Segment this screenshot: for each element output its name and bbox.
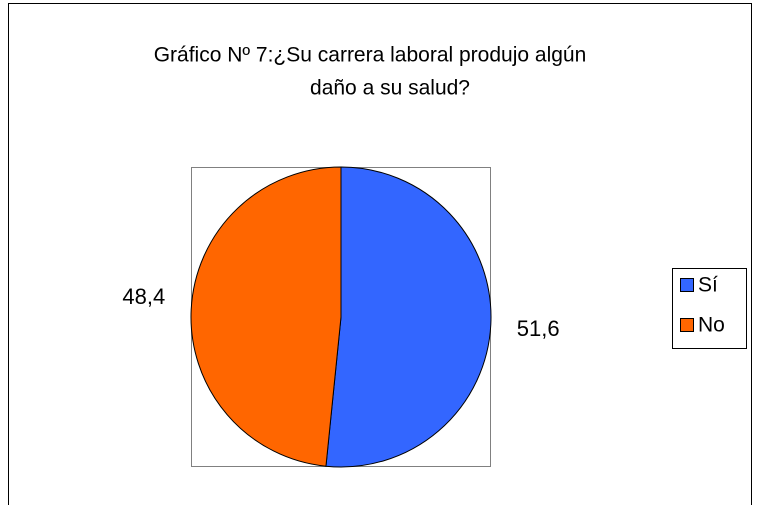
legend-swatch — [680, 278, 694, 292]
chart-title: daño a su salud? — [310, 77, 470, 100]
legend-label: No — [698, 314, 725, 337]
data-label: 48,4 — [122, 284, 165, 309]
pie-slice — [325, 166, 492, 468]
data-label: 51,6 — [517, 316, 560, 341]
pie-slice — [190, 166, 342, 467]
legend-label: Sí — [698, 274, 718, 297]
legend-swatch — [680, 318, 694, 332]
chart-title: Gráfico Nº 7:¿Su carrera laboral produjo… — [154, 44, 587, 67]
